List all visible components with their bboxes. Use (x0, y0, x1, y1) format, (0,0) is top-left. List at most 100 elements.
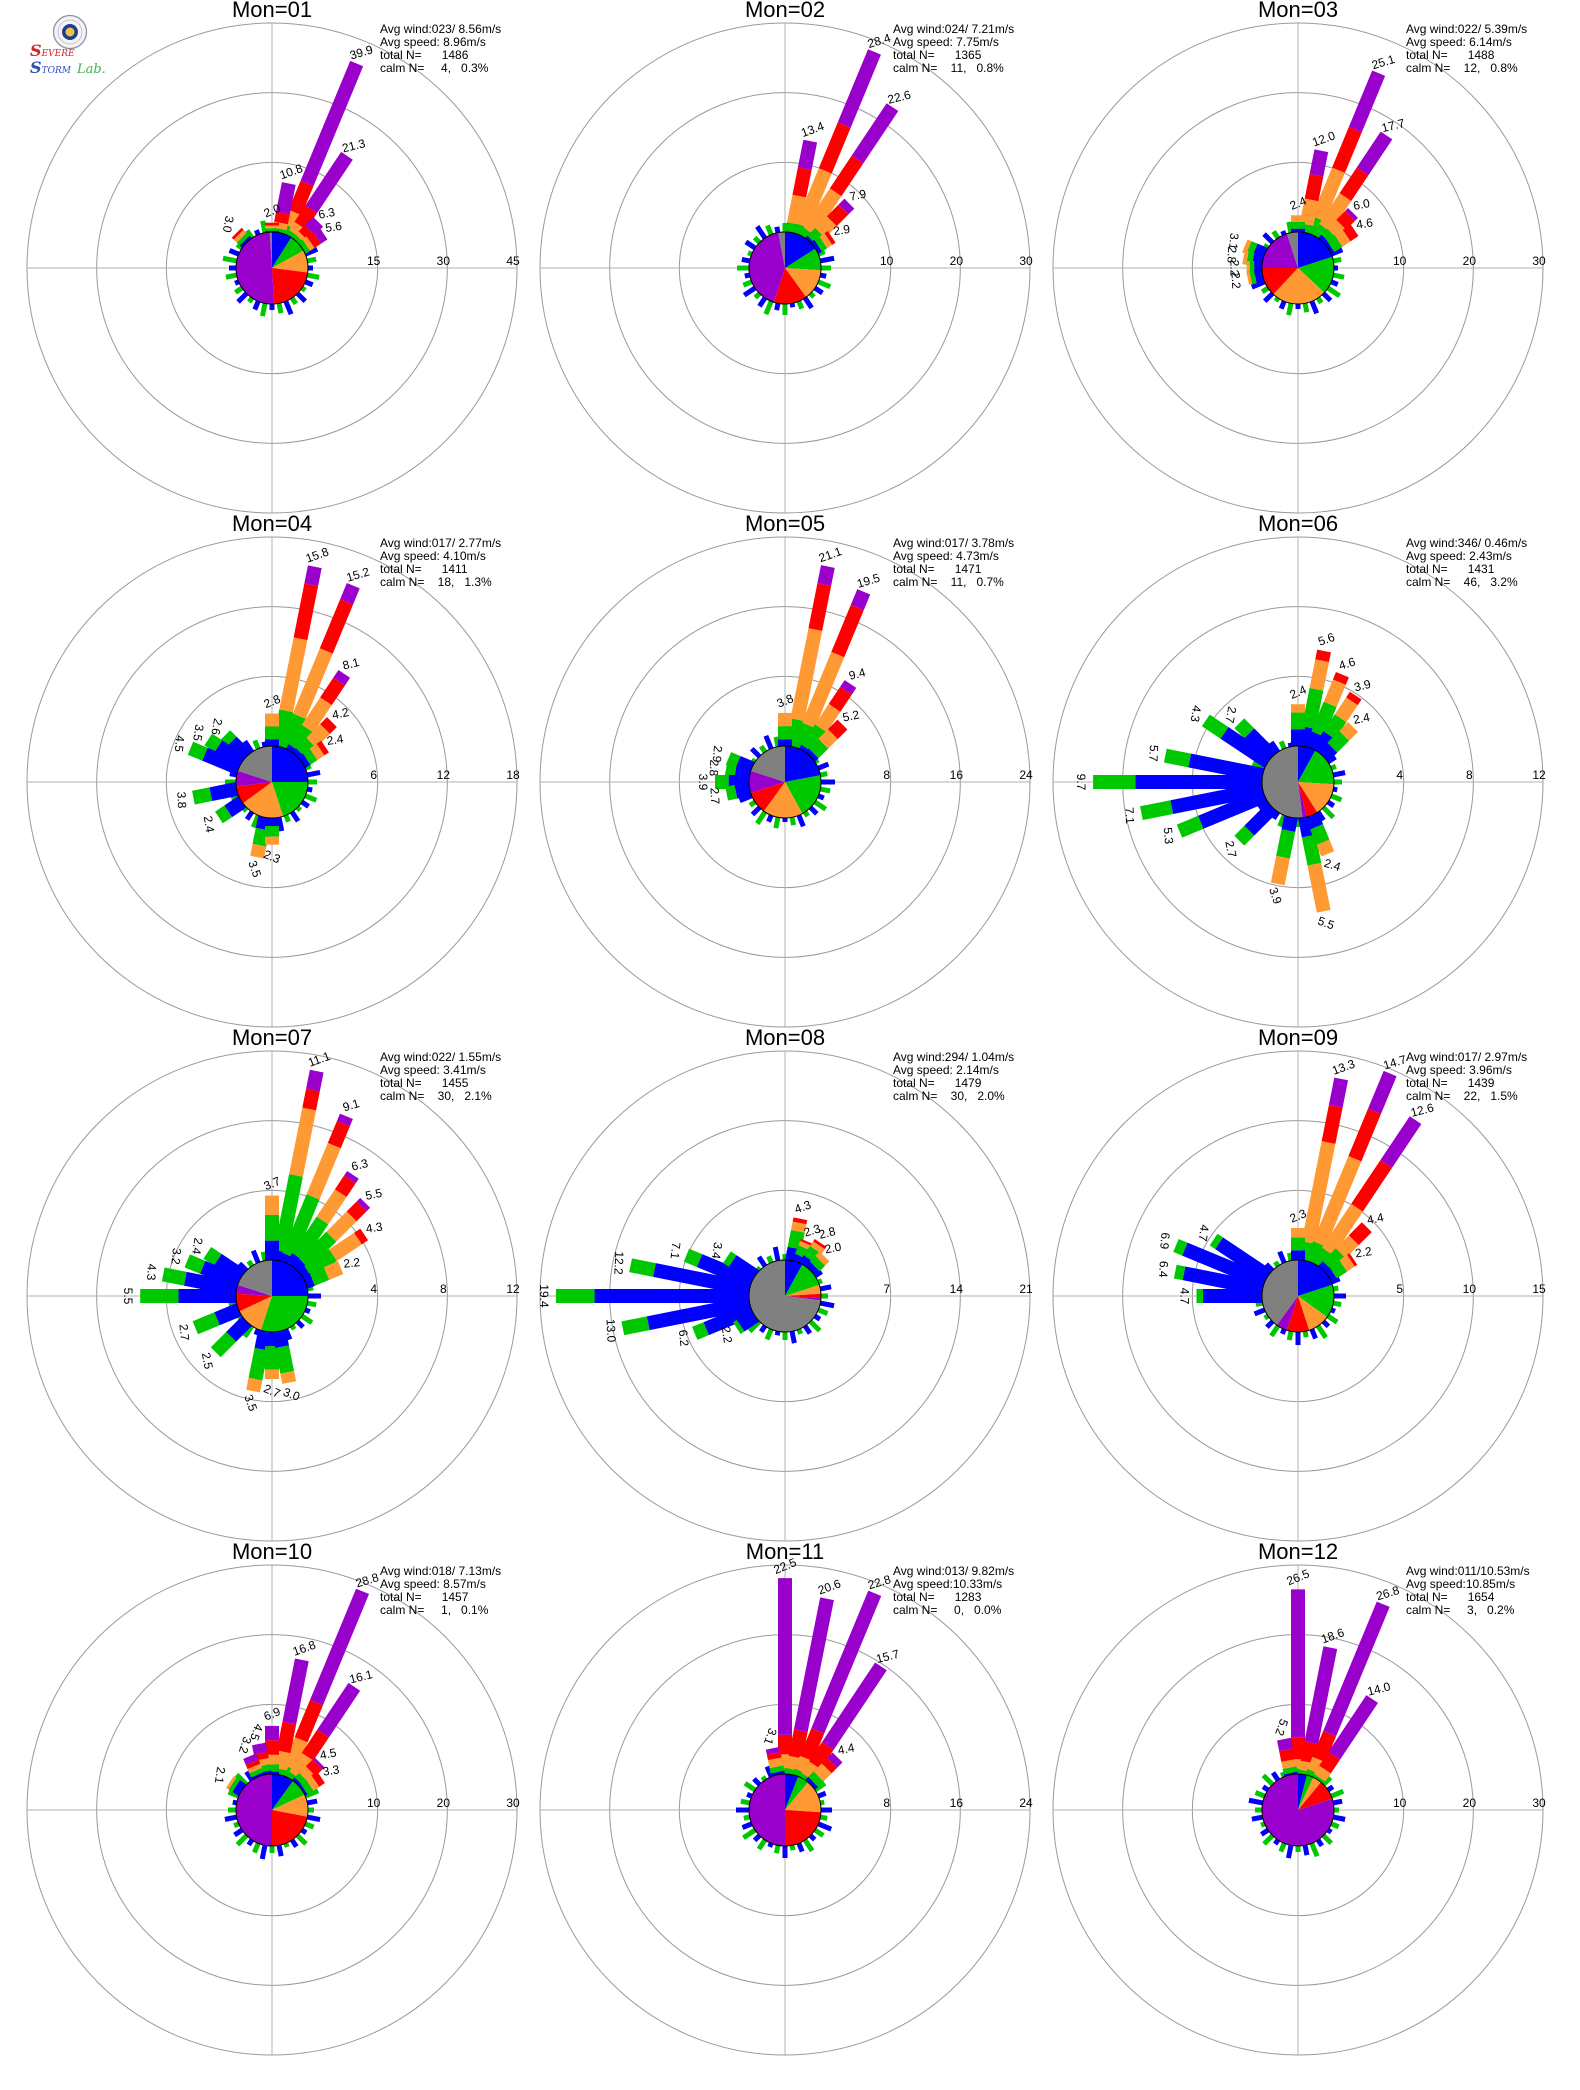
petal-value-label: 2.2 (1228, 272, 1243, 290)
petal-segment (1244, 728, 1278, 762)
petal-segment (265, 726, 279, 740)
minor-direction-stub (763, 734, 774, 750)
petal-segment (838, 198, 855, 215)
minor-direction-stub (1263, 1313, 1270, 1321)
ring-label: 21 (1019, 1282, 1033, 1296)
petal-segment (1291, 221, 1305, 229)
pie-wedge (272, 250, 308, 273)
minor-direction-stub (773, 816, 781, 829)
petal-segment (1368, 1070, 1397, 1115)
pie-wedge (236, 232, 275, 304)
minor-direction-stub (308, 779, 317, 785)
petal-segment (1329, 1259, 1348, 1279)
petal-value-label: 3.4 (709, 1241, 725, 1260)
wind-rose-4: 6 12 1815.815.28.14.22.42.82.63.54.53.82.4… (26, 511, 520, 1028)
minor-direction-stub (259, 302, 268, 317)
petal-segment (1242, 250, 1249, 265)
petal-value-label: 3.2 (168, 1247, 184, 1265)
pie-outline (1261, 745, 1335, 819)
pie-outline (748, 1259, 822, 1333)
ring-label: 7 (883, 1282, 890, 1296)
ring-label: 10 (1393, 254, 1407, 268)
petal-segment (224, 796, 246, 818)
petal-segment (203, 1246, 222, 1266)
petal-segment (1334, 229, 1351, 247)
petal-value-label: 28.8 (354, 1570, 381, 1590)
info-line: total N= 1457 (380, 1590, 469, 1604)
petal-segment (301, 697, 332, 733)
info-line: total N= 1431 (1406, 562, 1495, 576)
petal-segment (805, 1261, 820, 1276)
petal-value-label: 14.7 (1382, 1052, 1409, 1072)
petal-segment (1309, 149, 1329, 177)
petal-segment (785, 222, 801, 235)
petal-value-label: 25.1 (1370, 52, 1397, 72)
pie-wedge (237, 1260, 272, 1296)
pie-wedge (1261, 1260, 1298, 1326)
petal-segment (1140, 800, 1174, 821)
minor-direction-stub (813, 285, 824, 296)
minor-direction-stub (1332, 786, 1338, 793)
petal-segment (818, 122, 851, 174)
petal-value-label: 4.3 (144, 1263, 159, 1281)
petal-segment (1182, 1266, 1265, 1296)
petal-value-label: 9.7 (1074, 774, 1088, 791)
minor-direction-stub (306, 1814, 321, 1823)
petal-segment (1327, 730, 1350, 753)
minor-direction-stub (225, 272, 238, 280)
info-line: Avg speed: 2.14m/s (893, 1063, 999, 1077)
petal-segment (1282, 1766, 1298, 1775)
minor-direction-stub (242, 1324, 255, 1339)
petal-segment (282, 1658, 309, 1725)
petal-segment (805, 748, 819, 762)
minor-direction-stub (304, 793, 318, 803)
petal-value-label: 2.4 (1288, 682, 1309, 701)
minor-direction-stub (737, 265, 749, 271)
ring-label: 20 (950, 254, 964, 268)
petal-segment (265, 228, 279, 232)
minor-direction-stub (1254, 1790, 1266, 1799)
petal-segment (1328, 1077, 1349, 1108)
pie-wedge (272, 746, 308, 782)
minor-direction-stub (300, 1313, 314, 1325)
petal-segment (265, 1346, 279, 1370)
petal-value-label: 2.2 (1354, 1244, 1373, 1260)
minor-direction-stub (1332, 256, 1342, 264)
petal-segment (250, 1772, 265, 1780)
petal-segment (732, 1319, 745, 1334)
minor-direction-stub (1330, 1788, 1345, 1799)
petal-segment (265, 826, 279, 837)
minor-direction-stub (306, 272, 320, 280)
petal-segment (1209, 1233, 1223, 1250)
minor-direction-stub (1295, 304, 1301, 309)
petal-segment (792, 167, 812, 198)
petal-segment (302, 1088, 320, 1111)
minor-direction-stub (222, 255, 238, 264)
petal-segment (790, 628, 823, 722)
info-line: total N= 1411 (380, 562, 468, 576)
minor-direction-stub (252, 1842, 261, 1854)
petal-value-label: 9.1 (341, 1096, 361, 1114)
petal-segment (1270, 855, 1290, 886)
pie-wedge (1298, 782, 1334, 813)
petal-value-label: 6.4 (1156, 1261, 1171, 1279)
petal-segment (276, 182, 296, 215)
minor-direction-stub (1251, 1814, 1264, 1822)
pie-wedge (272, 1260, 308, 1296)
minor-direction-stub (755, 810, 768, 825)
pie-outline (1261, 231, 1335, 305)
petal-segment (778, 726, 792, 740)
petal-value-label: 28.4 (866, 31, 893, 51)
petal-value-label: 12.0 (1310, 128, 1337, 149)
minor-direction-stub (808, 805, 819, 816)
rose-title: Mon=06 (1258, 511, 1338, 536)
petal-segment (1323, 1601, 1390, 1737)
minor-direction-stub (742, 279, 753, 288)
petal-value-label: 2.0 (262, 201, 283, 220)
petal-value-label: 3.9 (696, 774, 710, 791)
petal-segment (725, 784, 738, 801)
petal-segment (1304, 173, 1324, 202)
minor-direction-stub (756, 1255, 768, 1268)
petal-value-label: 3.5 (241, 1393, 260, 1414)
petal-value-label: 6.9 (1157, 1232, 1173, 1250)
